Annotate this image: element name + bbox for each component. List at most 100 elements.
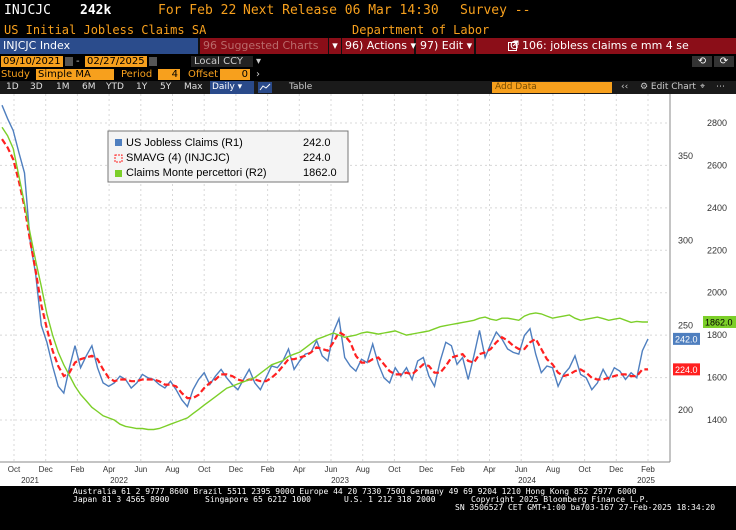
r2-tick-label: 2800 — [707, 118, 727, 128]
collapse-icon[interactable]: ‹‹ — [621, 82, 629, 92]
range-tab-3d[interactable]: 3D — [30, 82, 43, 92]
last-label-smavg-box — [673, 363, 700, 376]
x-tick-label: Jun — [134, 465, 147, 474]
period-input[interactable]: 4 — [158, 69, 180, 80]
x-tick-label: Oct — [388, 465, 401, 474]
frequency-select[interactable]: Daily ▾ — [210, 81, 254, 94]
x-tick-label: Aug — [356, 465, 370, 474]
legend-value-continuing: 1862.0 — [303, 167, 337, 179]
range-tab-6m[interactable]: 6M — [82, 82, 96, 92]
date-range-bar: 09/10/2021 - 02/27/2025 Local CCY ▾ ⟲ ⟳ — [0, 55, 736, 68]
chevron-right-icon[interactable]: › — [256, 69, 260, 80]
edit-chart-button[interactable]: ⚙ Edit Chart — [640, 82, 696, 92]
year-label: 2022 — [110, 476, 128, 485]
calendar-icon[interactable] — [65, 57, 73, 66]
study-label: Study — [1, 69, 30, 80]
legend-swatch-smavg — [114, 154, 123, 163]
x-tick-label: Oct — [578, 465, 591, 474]
x-tick-label: Apr — [103, 465, 116, 474]
range-tab-5y[interactable]: 5Y — [160, 82, 172, 92]
last-label-continuing-box — [703, 315, 736, 328]
edit-button[interactable]: 97) Edit ▾ — [416, 38, 474, 54]
x-tick-label: Feb — [71, 465, 85, 474]
more-icon[interactable]: ⋯ — [716, 82, 725, 92]
year-label: 2024 — [518, 476, 536, 485]
series-line-claims — [1, 104, 649, 409]
last-label-claims: 242.0 — [675, 334, 698, 344]
footer-contacts: Australia 61 2 9777 8600 Brazil 5511 239… — [73, 487, 637, 496]
study-type-select[interactable]: Simple MA — [36, 69, 114, 80]
legend-series-smavg: SMAVG (4) (INJCJC) — [126, 152, 230, 164]
x-tick-label: Feb — [451, 465, 465, 474]
start-date-input[interactable]: 09/10/2021 — [1, 56, 63, 67]
x-tick-label: Dec — [419, 465, 433, 474]
x-tick-label: Oct — [8, 465, 21, 474]
suggested-charts-button[interactable]: 96 Suggested Charts — [200, 38, 328, 54]
chart[interactable]: 200 250 300 350 1400 1600 1800 2000 2200 2400 260… — [0, 94, 736, 486]
add-data-input[interactable]: Add Data — [492, 82, 612, 93]
x-tick-label: Oct — [198, 465, 211, 474]
x-tick-label: Dec — [39, 465, 53, 474]
expand-icon[interactable] — [508, 40, 519, 51]
x-tick-label: Aug — [165, 465, 179, 474]
r2-tick-label: 1600 — [707, 373, 727, 383]
chevron-down-icon[interactable]: ▾ — [256, 56, 262, 67]
footer: Australia 61 2 9777 8600 Brazil 5511 239… — [0, 486, 736, 530]
ticker: INJCJC — [4, 3, 51, 18]
x-tick-label: Apr — [293, 465, 306, 474]
date-separator: - — [76, 56, 80, 67]
series-line-smavg — [1, 138, 648, 400]
range-tab-ytd[interactable]: YTD — [106, 82, 124, 92]
r2-tick-label: 2200 — [707, 245, 727, 255]
legend-swatch-claims — [115, 139, 122, 146]
r2-tick-label: 2000 — [707, 288, 727, 298]
table-button[interactable]: Table — [289, 82, 313, 92]
x-tick-label: Dec — [609, 465, 623, 474]
undo-button[interactable]: ⟲ — [692, 56, 712, 67]
range-tab-1y[interactable]: 1Y — [136, 82, 148, 92]
range-tab-1d[interactable]: 1D — [6, 82, 19, 92]
chart-title[interactable]: G 106: jobless claims e mm 4 se — [476, 38, 736, 54]
line-chart-icon[interactable] — [258, 82, 272, 93]
r1-tick-label: 250 — [678, 320, 693, 330]
last-label-continuing: 1862.0 — [705, 317, 733, 327]
range-tab-max[interactable]: Max — [184, 82, 203, 92]
series-line-continuing — [1, 126, 648, 431]
header-bar: INJCJC 242k For Feb 22 Next Release 06 M… — [0, 0, 736, 22]
for-date: For Feb 22 — [158, 3, 237, 18]
calendar-icon[interactable] — [149, 57, 157, 66]
year-label: 2023 — [331, 476, 349, 485]
chart-title-label: G 106: jobless claims e mm 4 se — [510, 39, 689, 52]
legend-value-smavg: 224.0 — [303, 152, 331, 164]
r1-tick-label: 350 — [678, 151, 693, 161]
redo-button[interactable]: ⟳ — [714, 56, 734, 67]
x-tick-label: Apr — [483, 465, 496, 474]
last-label-smavg: 224.0 — [675, 365, 698, 375]
period-label: Period — [121, 69, 153, 80]
last-value: 242k — [80, 3, 112, 18]
legend-series-claims: US Jobless Claims (R1) — [126, 137, 243, 149]
footer-copyright: Copyright 2025 Bloomberg Finance L.P. — [471, 495, 650, 504]
toolbar: INJCJC Index 96 Suggested Charts ▾ 96) A… — [0, 38, 736, 54]
range-tab-1m[interactable]: 1M — [56, 82, 70, 92]
r1-tick-label: 200 — [678, 405, 693, 415]
year-label: 2021 — [21, 476, 39, 485]
chart-menu-icon[interactable]: ⌖ — [700, 82, 706, 92]
suggested-dropdown-icon[interactable]: ▾ — [329, 38, 341, 54]
legend[interactable]: US Jobless Claims (R1) 242.0 SMAVG (4) (… — [107, 130, 349, 183]
currency-select[interactable]: Local CCY — [191, 56, 253, 67]
offset-label: Offset — [188, 69, 219, 80]
actions-button[interactable]: 96) Actions ▾ — [342, 38, 416, 54]
axis-panel — [670, 94, 736, 486]
x-tick-label: Feb — [641, 465, 655, 474]
index-box[interactable]: INJCJC Index — [0, 38, 198, 54]
subheader: US Initial Jobless Claims SA Department … — [0, 22, 736, 38]
footer-us: U.S. 1 212 318 2000 — [344, 495, 436, 504]
end-date-input[interactable]: 02/27/2025 — [85, 56, 147, 67]
footer-singapore: Singapore 65 6212 1000 — [205, 495, 311, 504]
r2-tick-label: 2600 — [707, 160, 727, 170]
year-label: 2025 — [637, 476, 655, 485]
next-release: Next Release 06 Mar 14:30 — [243, 3, 439, 18]
r2-tick-label: 1800 — [707, 330, 727, 340]
offset-input[interactable]: 0 — [220, 69, 250, 80]
